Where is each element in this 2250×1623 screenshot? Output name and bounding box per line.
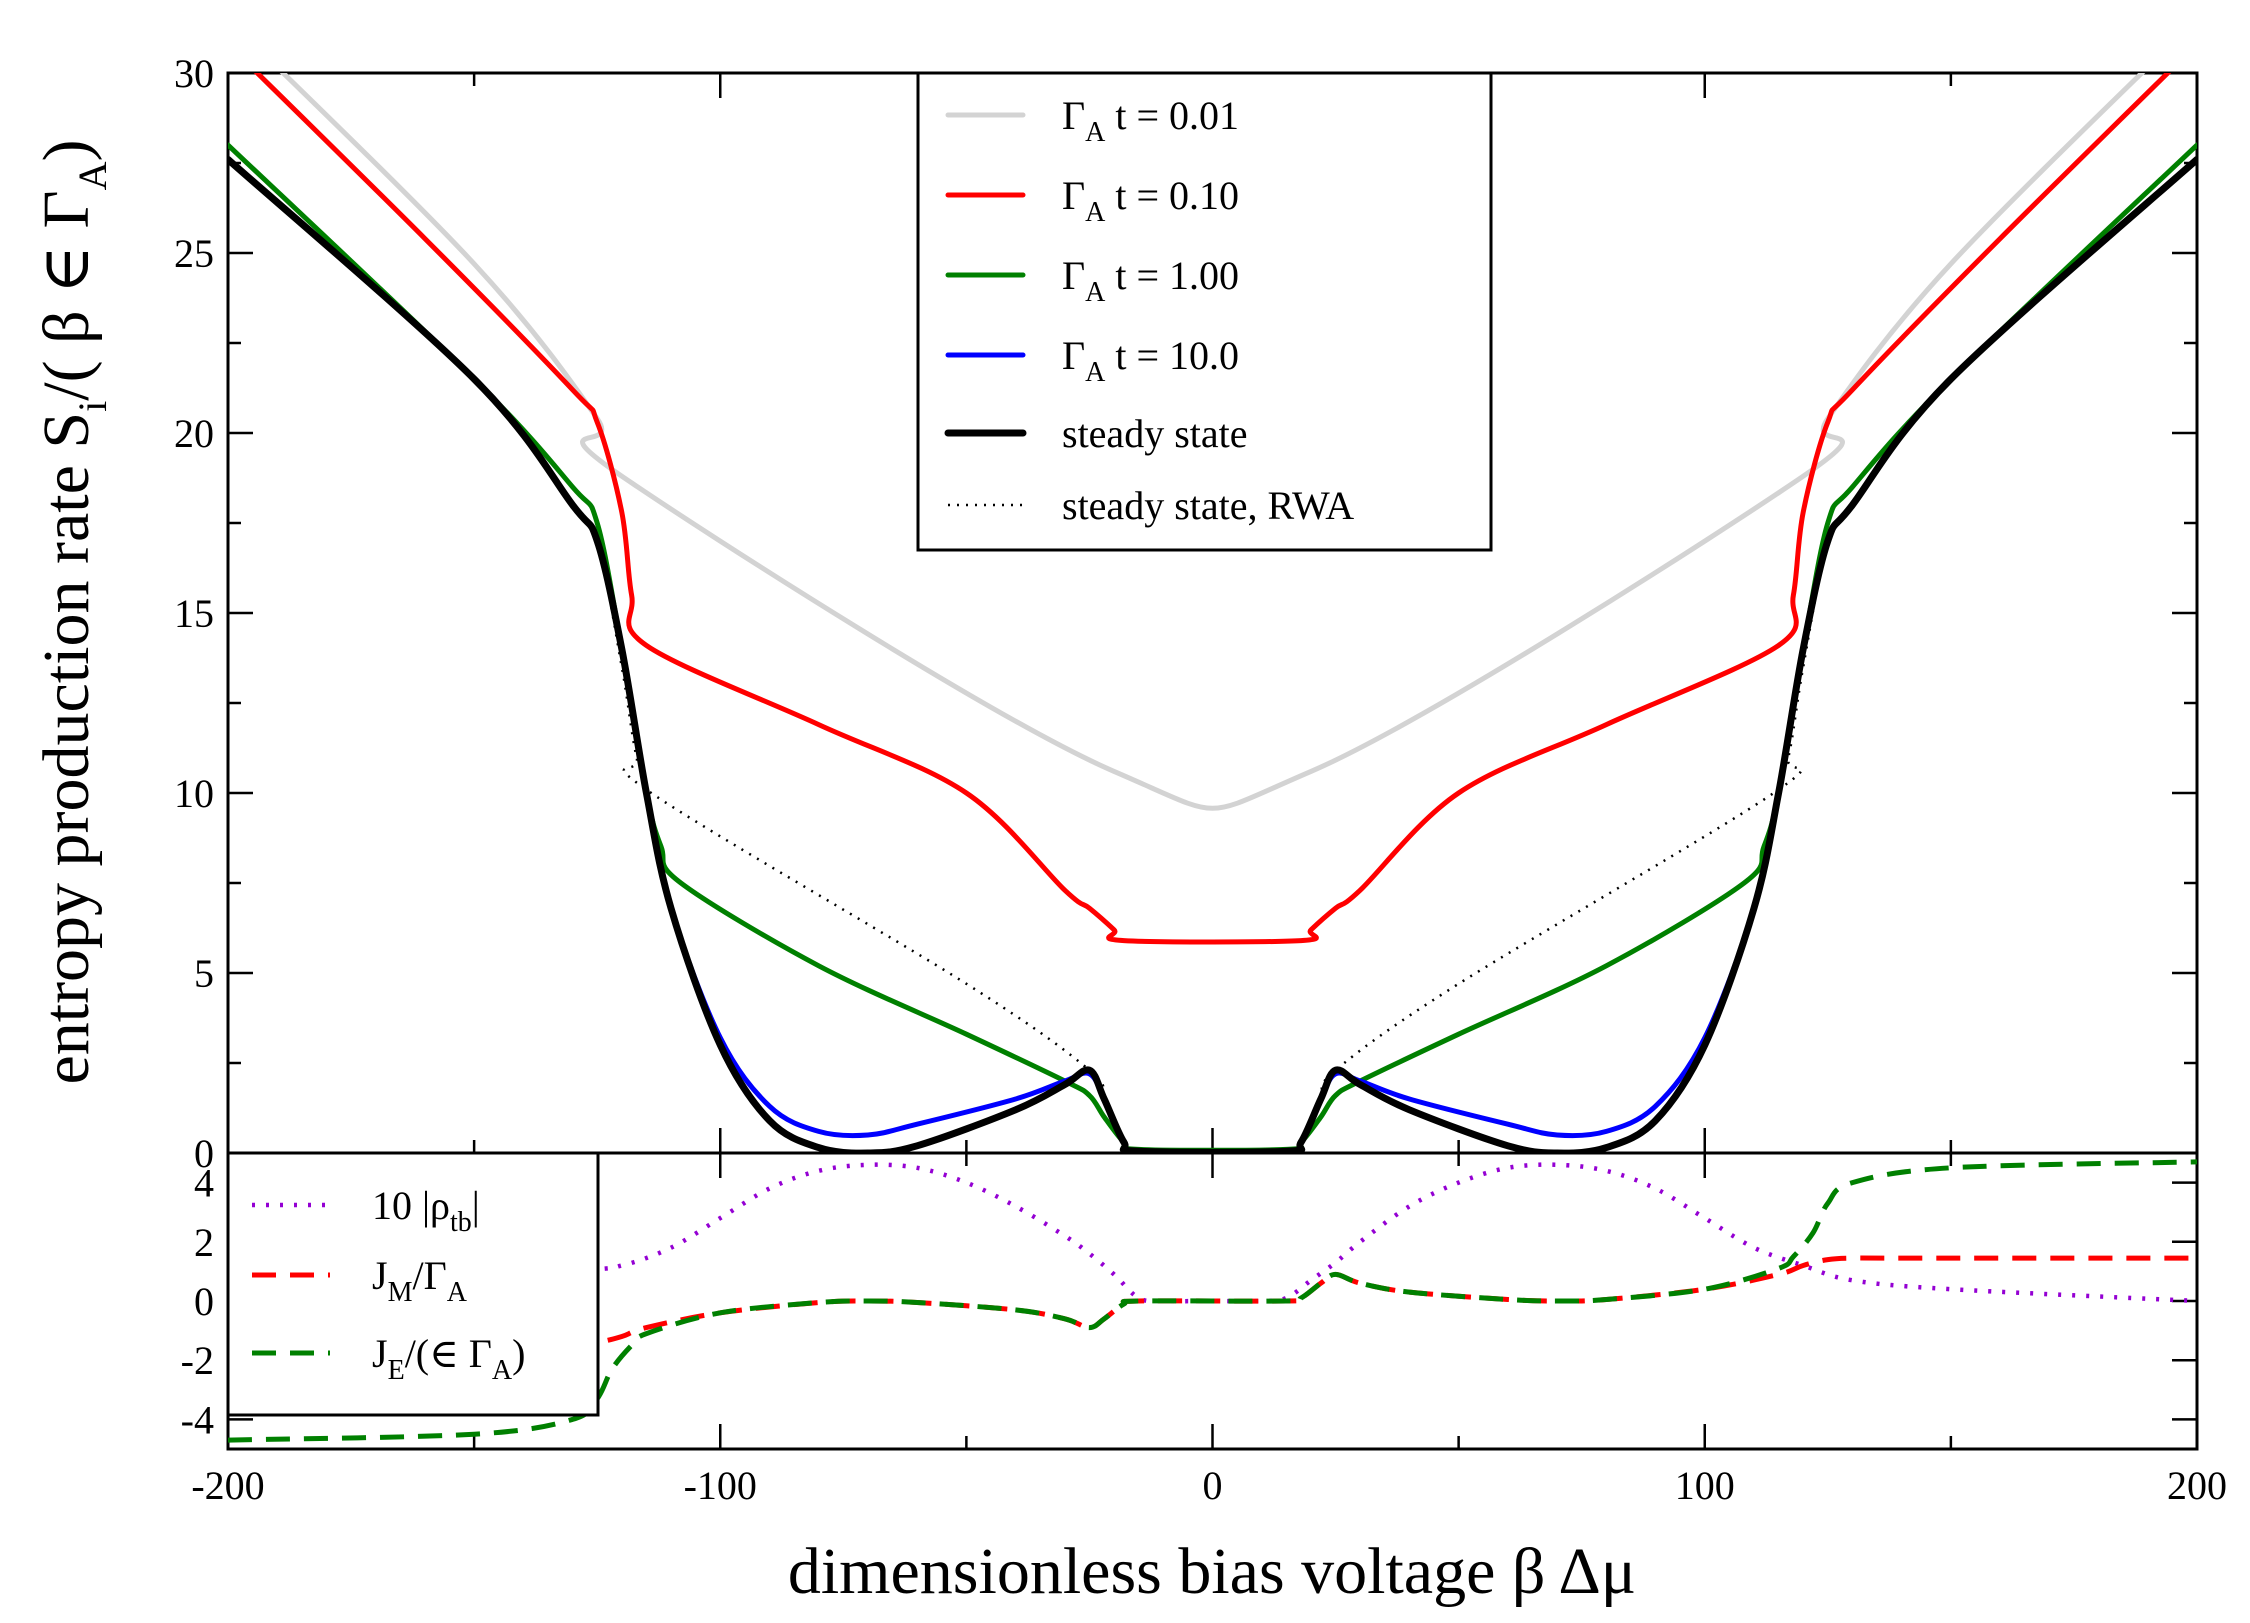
bottom-legend-box [226,1151,600,1417]
top-series-0 [279,73,2146,811]
top-y-tick-label: 10 [174,771,214,816]
legend-gamma: Γ [1062,93,1085,138]
x-tick-label: 0 [1203,1463,1223,1508]
top-legend-box [916,71,1493,552]
bottom-legend-items: 10 |ρtb| JM/ΓA JE/(∈ ΓA) [252,1183,525,1386]
legend-sub-A: A [1085,197,1106,228]
legend-label-text: t = 0.10 [1115,173,1239,218]
top-y-tick-label: 30 [174,51,214,96]
bottom-series-group [228,1159,2197,1443]
x-tick-label: 200 [2167,1463,2227,1508]
y-axis-label-sub-A: A [70,161,115,190]
legend-gamma: Γ [1062,253,1085,298]
legend-label-text: t = 10.0 [1115,333,1239,378]
bottom-legend: 10 |ρtb| JM/ΓA JE/(∈ ΓA) [226,1151,600,1417]
bottom-series-2 [228,1159,2197,1443]
legend-label-text: t = 0.01 [1115,93,1239,138]
y-axis-label-symbol-S: S [30,412,103,449]
x-axis-label: dimensionless bias voltage β Δμ [788,1535,1636,1608]
y-axis-label-text: entropy production rate [30,465,103,1084]
y-axis-label-sub-i: i [70,401,115,412]
top-y-tick-label: 5 [194,951,214,996]
bottom-y-tick-label: -2 [181,1338,214,1383]
legend-sub-A: A [1085,277,1106,308]
bottom-legend-label-0: 10 |ρtb| [372,1183,480,1238]
bottom-y-tick-label: 2 [194,1220,214,1265]
bottom-axis-ticks: -4 -2 0 2 4 -200 -100 0 100 200 [181,1153,2227,1508]
top-axis-ticks: 0 5 10 15 20 25 30 [174,51,2199,1176]
legend-gamma: Γ [1062,173,1085,218]
bottom-legend-label-1: JM/ΓA [372,1253,468,1308]
x-tick-label: -200 [191,1463,264,1508]
top-y-tick-label: 0 [194,1131,214,1176]
legend-gamma: Γ [1062,333,1085,378]
y-axis-label: entropy production rate Si/( β ∈ ΓA) [30,139,115,1084]
top-legend-label-5: steady state, RWA [1062,483,1354,528]
top-series-group [228,73,2197,1153]
y-axis-label-close: ) [30,139,103,161]
bottom-series-0 [228,1162,2197,1304]
top-legend-label-3: ΓA t = 10.0 [1062,333,1239,388]
top-legend-label-4: steady state [1062,411,1248,456]
top-y-tick-label: 25 [174,231,214,276]
legend-sub-A: A [1085,357,1106,388]
top-legend-label-0: ΓA t = 0.01 [1062,93,1239,148]
top-legend-label-2: ΓA t = 1.00 [1062,253,1239,308]
top-y-tick-label: 15 [174,591,214,636]
top-series-4 [228,155,2197,1153]
top-y-tick-label: 20 [174,411,214,456]
y-axis-label-rest: /( β ∈ Γ [30,190,103,400]
top-series-1 [253,73,2172,945]
x-tick-label: -100 [684,1463,757,1508]
x-tick-label: 100 [1675,1463,1735,1508]
top-legend-label-1: ΓA t = 0.10 [1062,173,1239,228]
bottom-legend-label-2: JE/(∈ ΓA) [372,1331,525,1386]
legend-sub-A: A [1085,117,1106,148]
bottom-y-tick-label: -4 [181,1397,214,1442]
bottom-y-tick-label: 0 [194,1279,214,1324]
bottom-y-tick-label: 4 [194,1161,214,1206]
legend-label-text: t = 1.00 [1115,253,1239,298]
